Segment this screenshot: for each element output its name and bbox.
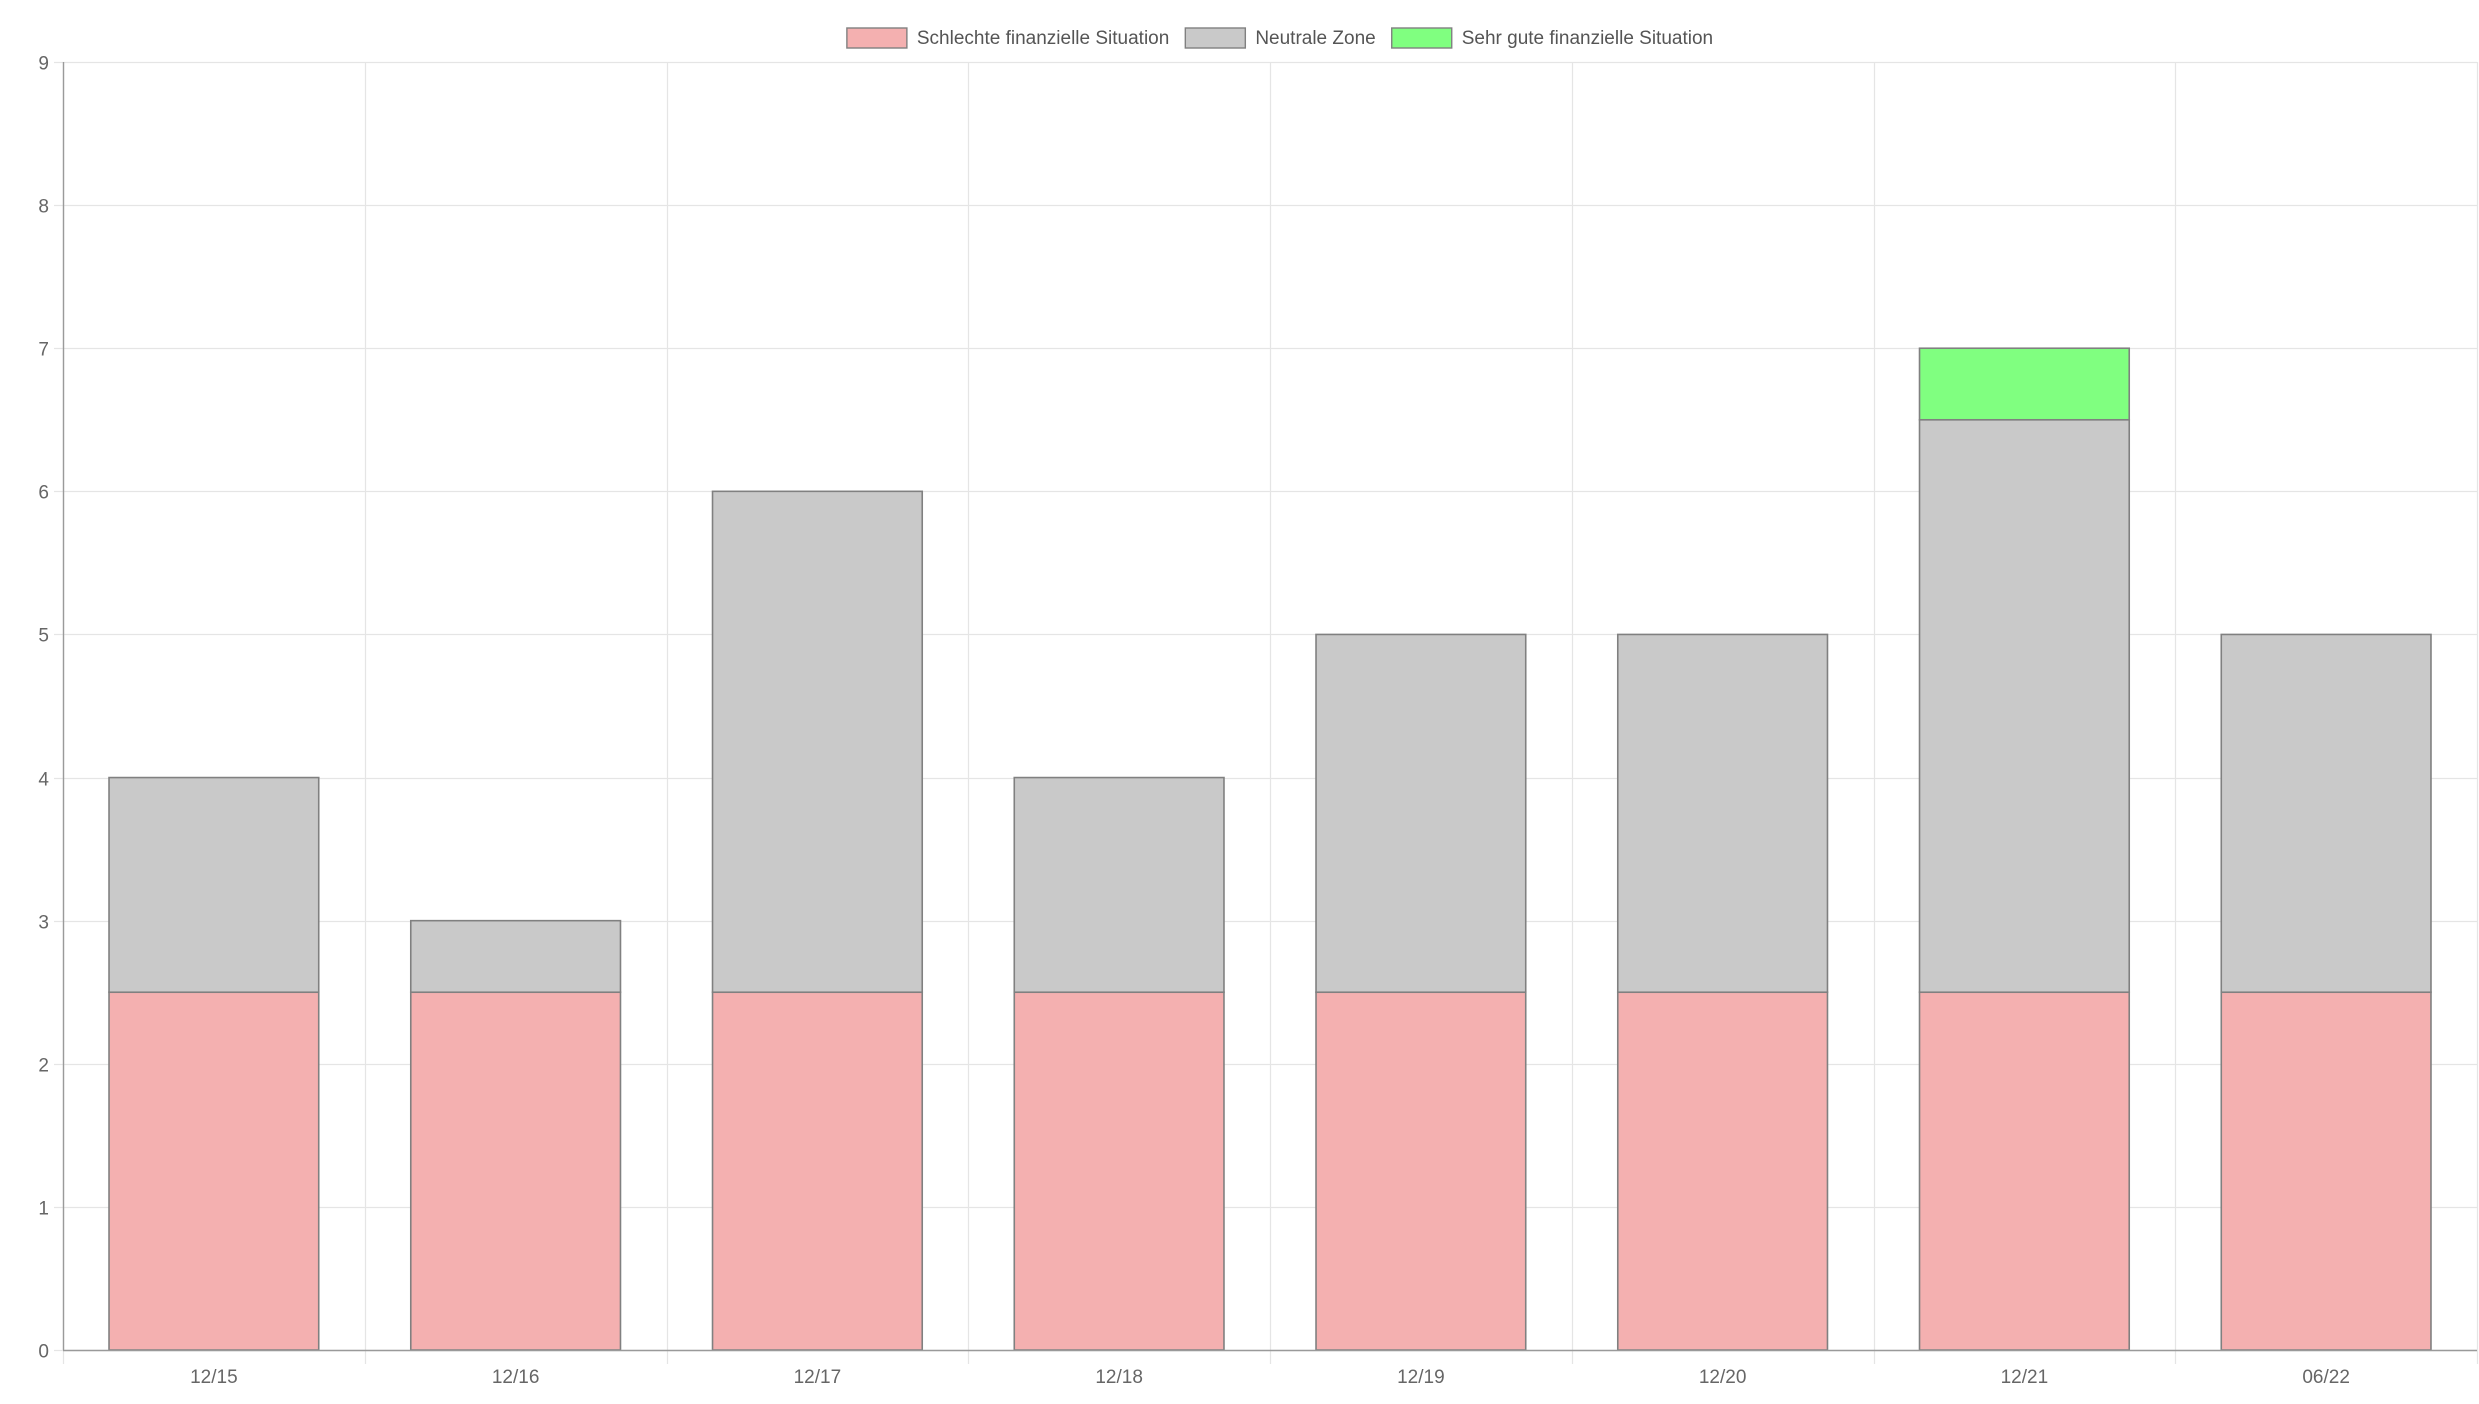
bar-segment-1-12-15[interactable] [108,991,320,1351]
bar-segment-2-12-20[interactable] [1616,633,1829,994]
x-tick-label: 12/20 [1699,1367,1747,1388]
y-tick-label: 7 [38,340,49,361]
bar-segment-1-12-17[interactable] [711,991,924,1351]
bar-segment-3-12-21[interactable] [1918,347,2131,421]
x-tick-label: 12/21 [2001,1367,2049,1388]
bar-segment-1-12-19[interactable] [1315,991,1527,1351]
axes: 0 1 2 3 4 5 6 7 8 9 12/15 12/16 12/17 12/18 12/19 12/20… [38,54,2477,1388]
bar-segment-1-12-16[interactable] [409,991,622,1351]
legend-swatch-2[interactable] [1184,27,1247,49]
y-tick-label: 0 [38,1342,49,1363]
bar-segment-1-12-21[interactable] [1918,991,2131,1351]
y-tick-label: 9 [38,54,49,75]
y-tick-label: 6 [38,483,49,504]
y-tick-label: 2 [38,1056,49,1077]
x-tick-label: 12/17 [794,1367,842,1388]
legend-label-2[interactable]: Neutrale Zone [1255,28,1375,49]
y-tick-label: 4 [38,770,49,791]
y-tick-label: 5 [38,626,49,647]
bars [108,347,2432,1351]
y-tick-label: 3 [38,913,49,934]
bar-segment-2-12-16[interactable] [409,919,622,994]
x-tick-label: 12/15 [190,1367,238,1388]
bar-segment-2-06-22[interactable] [2220,633,2432,994]
legend-swatch-3[interactable] [1391,27,1453,49]
legend-swatch-1[interactable] [846,27,908,49]
y-tick-label: 8 [38,197,49,218]
legend-label-1[interactable]: Schlechte finanzielle Situation [917,28,1169,49]
x-tick-label: 12/18 [1095,1367,1143,1388]
x-tick-label: 12/16 [492,1367,540,1388]
x-tick-label: 12/19 [1397,1367,1445,1388]
bar-segment-2-12-15[interactable] [108,776,320,994]
bar-segment-2-12-17[interactable] [711,490,924,994]
bar-segment-1-12-18[interactable] [1013,991,1225,1351]
bar-segment-1-06-22[interactable] [2220,991,2432,1351]
bar-segment-1-12-20[interactable] [1616,991,1829,1351]
bar-segment-2-12-19[interactable] [1315,633,1527,994]
bar-segment-2-12-21[interactable] [1918,418,2131,994]
y-tick-label: 1 [38,1199,49,1220]
legend-label-3[interactable]: Sehr gute finanzielle Situation [1462,28,1713,49]
x-tick-label: 06/22 [2302,1367,2350,1388]
bar-segment-2-12-18[interactable] [1013,776,1225,994]
legend: Schlechte finanzielle Situation Neutrale … [846,27,1713,49]
